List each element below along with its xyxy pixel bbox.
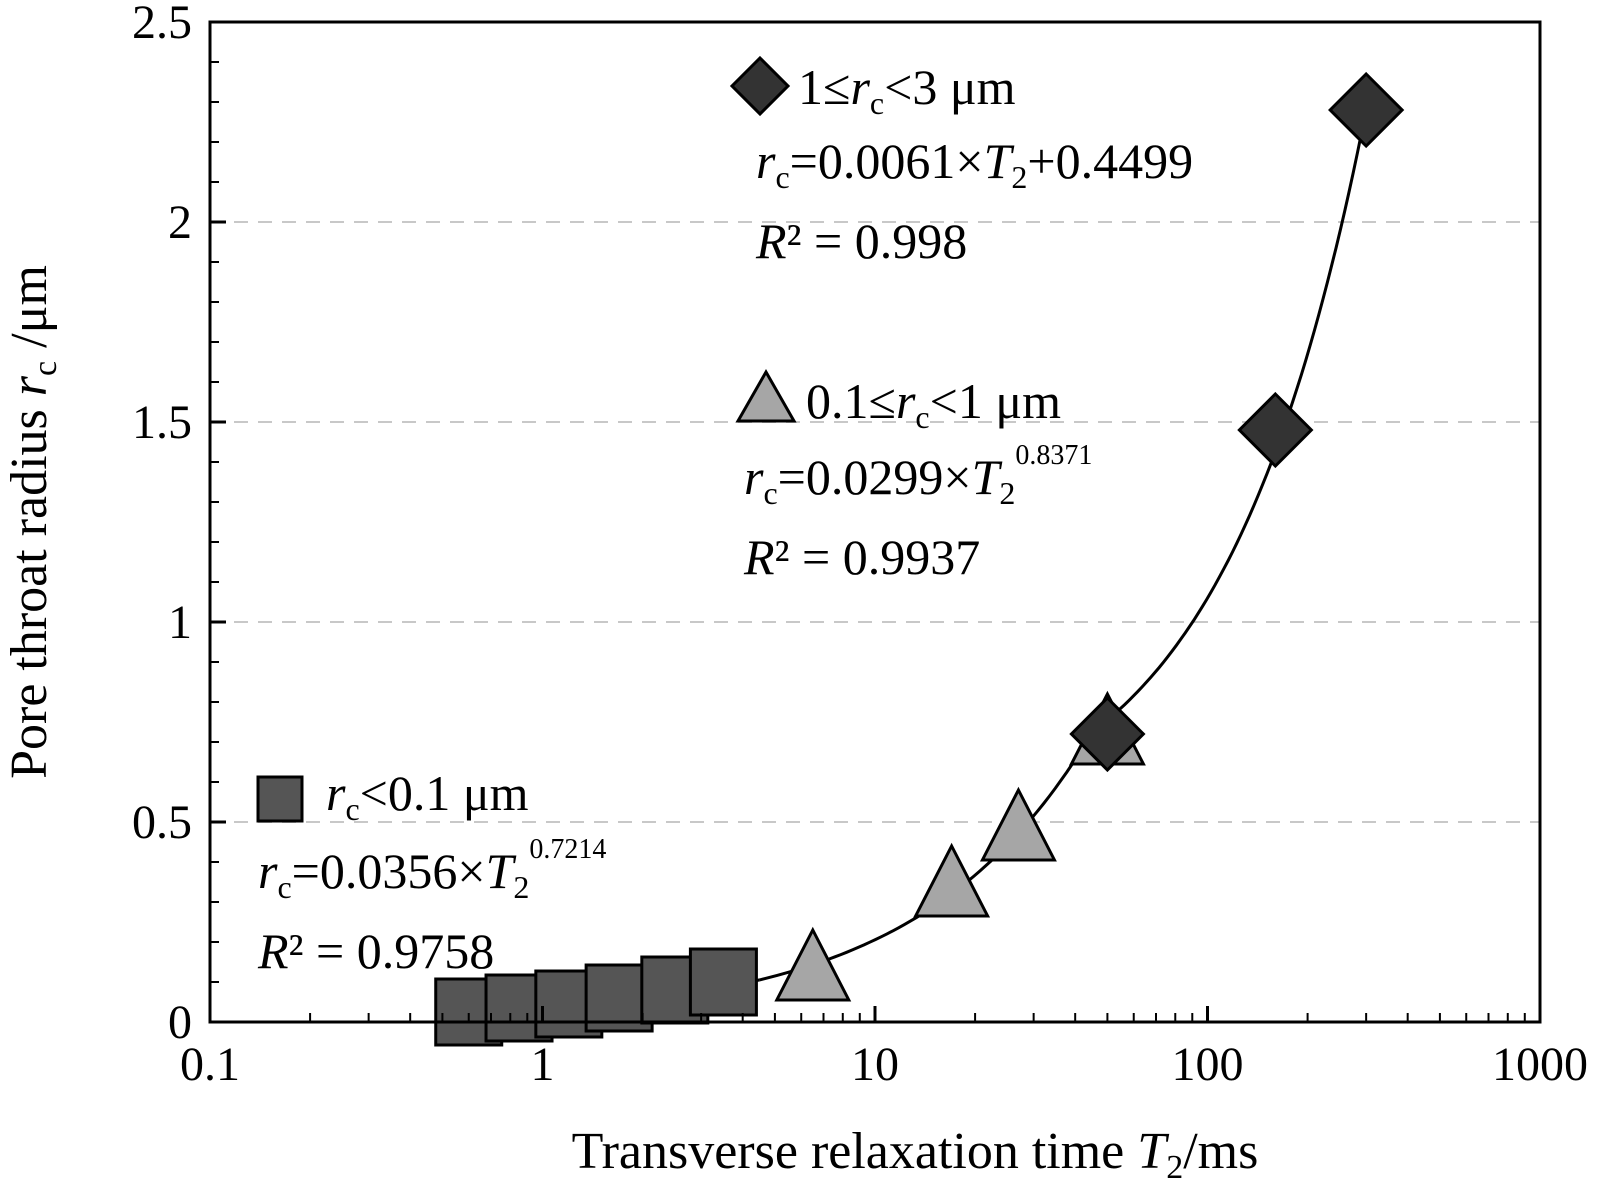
legend-label-high: 1≤rc<3 μm	[798, 59, 1016, 121]
annotation-high: 1≤rc<3 μm rc=0.0061×T2+0.4499 R² = 0.998	[729, 55, 1193, 269]
diamond-marker	[1069, 695, 1146, 773]
x-tick-label: 0.1	[180, 1038, 240, 1091]
triangle-marker	[913, 842, 991, 918]
x-tick-label: 100	[1172, 1038, 1244, 1091]
legend-label-mid: 0.1≤rc<1 μm	[806, 373, 1061, 435]
diamond-marker	[1328, 71, 1405, 149]
x-tick-label: 1000	[1492, 1038, 1588, 1091]
annotation-low: rc<0.1 μm rc=0.0356×T20.7214 R² = 0.9758	[256, 765, 606, 979]
data-markers	[434, 71, 1405, 1047]
square-marker	[688, 947, 758, 1017]
equation-high: rc=0.0061×T2+0.4499	[756, 133, 1193, 195]
x-tick-label: 10	[851, 1038, 899, 1091]
legend-diamond-marker	[729, 55, 791, 117]
y-tick-label: 1.5	[132, 396, 192, 449]
r2-low: R² = 0.9758	[257, 923, 494, 979]
r2-high: R² = 0.998	[755, 213, 967, 269]
equation-mid: rc=0.0299×T20.8371	[744, 440, 1092, 511]
legend-triangle-marker	[735, 368, 797, 423]
x-axis-title: Transverse relaxation time T2/ms	[572, 1123, 1259, 1185]
y-tick-label: 0	[168, 996, 192, 1049]
x-tick-label: 1	[531, 1038, 555, 1091]
equation-low: rc=0.0356×T20.7214	[258, 834, 606, 905]
legend-label-low: rc<0.1 μm	[326, 765, 529, 827]
axis-ticks: 0 0.5 1 1.5 2 2.5 0.1 1 10 100 1000	[132, 0, 1588, 1091]
fit-line	[1106, 109, 1368, 722]
diamond-marker	[1237, 391, 1314, 469]
y-tick-label: 0.5	[132, 796, 192, 849]
triangle-marker	[774, 926, 852, 1002]
y-tick-label: 1	[168, 596, 192, 649]
triangle-marker	[979, 786, 1057, 862]
r2-mid: R² = 0.9937	[743, 529, 980, 585]
y-tick-label: 2	[168, 196, 192, 249]
y-axis-title: Pore throat radius rc /μm	[1, 265, 64, 779]
legend-square-marker	[256, 775, 304, 823]
y-tick-label: 2.5	[132, 0, 192, 49]
annotation-mid: 0.1≤rc<1 μm rc=0.0299×T20.8371 R² = 0.99…	[735, 368, 1092, 585]
